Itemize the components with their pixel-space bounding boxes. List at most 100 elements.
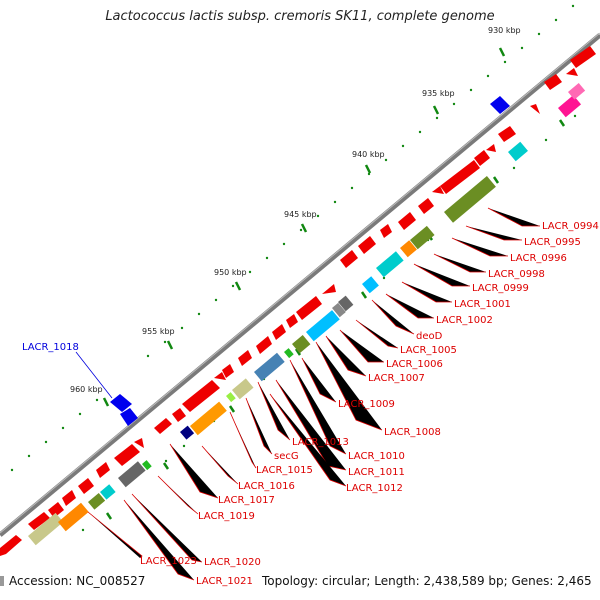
gene-block[interactable]	[57, 502, 89, 532]
gene-block[interactable]	[558, 95, 582, 118]
gene-reverse-blue[interactable]	[490, 96, 510, 114]
gene-label[interactable]: LACR_1006	[386, 359, 443, 370]
gene-label[interactable]: LACR_1009	[338, 399, 395, 410]
gene-label[interactable]: LACR_1002	[436, 315, 493, 326]
gene-forward[interactable]	[28, 512, 50, 530]
gene-label[interactable]: LACR_1017	[218, 495, 275, 506]
gene-block[interactable]	[226, 392, 236, 403]
gene-forward[interactable]	[570, 46, 596, 68]
gene-block[interactable]	[444, 176, 496, 223]
gene-forward[interactable]	[134, 438, 144, 448]
gene-forward[interactable]	[48, 502, 64, 518]
gene-label[interactable]: LACR_0995	[524, 237, 581, 248]
gene-forward[interactable]	[78, 478, 94, 494]
gene-block[interactable]	[400, 240, 417, 258]
gene-forward[interactable]	[114, 444, 140, 466]
gene-forward[interactable]	[272, 324, 286, 340]
gene-label[interactable]: deoD	[416, 331, 443, 342]
gene-label[interactable]: LACR_0994	[542, 221, 599, 232]
gene-block[interactable]	[291, 335, 311, 354]
gene-forward[interactable]	[222, 364, 234, 378]
gene-label[interactable]: LACR_1021	[196, 576, 253, 587]
gene-forward[interactable]	[154, 418, 172, 434]
gene-label[interactable]: LACR_1018	[22, 342, 79, 353]
accession-text: Accession: NC_008527	[9, 574, 146, 588]
gene-label[interactable]: LACR_1023	[140, 556, 197, 567]
gene-reverse-blue[interactable]	[110, 394, 132, 412]
gene-block[interactable]	[306, 310, 340, 342]
gene-label[interactable]: LACR_0999	[472, 283, 529, 294]
gene-reverse-blue[interactable]	[120, 408, 138, 426]
gene-label[interactable]: LACR_1013	[292, 437, 349, 448]
tick-label: 945 kbp	[284, 210, 317, 219]
gene-forward[interactable]	[498, 126, 516, 142]
gene-block[interactable]	[88, 493, 106, 510]
gene-label[interactable]: LACR_1007	[368, 373, 425, 384]
gene-block[interactable]	[362, 276, 379, 294]
gene-forward[interactable]	[418, 198, 434, 214]
gene-forward[interactable]	[474, 150, 490, 166]
gene-label[interactable]: LACR_1010	[348, 451, 405, 462]
gene-block[interactable]	[568, 83, 586, 100]
gene-forward[interactable]	[0, 535, 22, 556]
gene-forward[interactable]	[530, 104, 540, 114]
gene-block[interactable]	[508, 141, 528, 162]
gene-forward[interactable]	[182, 380, 220, 412]
gene-block[interactable]	[28, 512, 64, 546]
gene-block[interactable]	[253, 352, 285, 382]
topology-text: Topology: circular; Length: 2,438,589 bp…	[262, 574, 592, 588]
gene-forward[interactable]	[214, 372, 226, 380]
gene-block[interactable]	[376, 251, 404, 278]
gene-forward[interactable]	[96, 462, 110, 478]
gene-label[interactable]: LACR_1001	[454, 299, 511, 310]
position-marker-icon	[0, 576, 4, 586]
gene-block[interactable]	[284, 348, 294, 359]
gene-forward[interactable]	[566, 68, 578, 76]
gene-label[interactable]: LACR_1012	[346, 483, 403, 494]
gene-label[interactable]: LACR_1015	[256, 465, 313, 476]
gene-forward[interactable]	[256, 336, 272, 354]
gene-forward[interactable]	[380, 224, 392, 238]
gene-forward[interactable]	[358, 236, 376, 254]
gene-block[interactable]	[190, 401, 227, 436]
gene-label[interactable]: LACR_1011	[348, 467, 405, 478]
gene-block[interactable]	[100, 484, 116, 500]
gene-forward[interactable]	[432, 186, 444, 194]
gene-forward[interactable]	[296, 296, 322, 320]
gene-forward[interactable]	[238, 350, 252, 366]
gene-label[interactable]: LACR_1008	[384, 427, 441, 438]
tick-label: 950 kbp	[214, 268, 247, 277]
gene-label[interactable]: LACR_1019	[198, 511, 255, 522]
map-title: Lactococcus lactis subsp. cremoris SK11,…	[105, 9, 495, 24]
gene-forward[interactable]	[62, 490, 76, 506]
gene-label[interactable]: LACR_1020	[204, 557, 261, 568]
callout-lines	[87, 207, 540, 581]
genome-backbone-highlight	[0, 32, 600, 534]
gene-block[interactable]	[180, 425, 195, 440]
gene-block[interactable]	[331, 302, 346, 318]
gene-label[interactable]: LACR_0998	[488, 269, 545, 280]
gene-label[interactable]: secG	[274, 451, 299, 462]
tick-label: 960 kbp	[70, 385, 103, 394]
gene-block[interactable]	[409, 225, 435, 250]
gene-forward[interactable]	[286, 314, 298, 328]
gene-forward[interactable]	[398, 212, 416, 230]
gene-forward[interactable]	[340, 250, 358, 268]
tick-label: 935 kbp	[422, 89, 455, 98]
gene-block[interactable]	[117, 461, 146, 488]
gene-block[interactable]	[338, 295, 354, 312]
gene-label[interactable]: LACR_1005	[400, 345, 457, 356]
gene-label[interactable]: LACR_0996	[510, 253, 567, 264]
gene-block[interactable]	[142, 460, 152, 471]
tick-label: 955 kbp	[142, 327, 175, 336]
callout-line-blue	[75, 351, 113, 399]
gene-label[interactable]: LACR_1016	[238, 481, 295, 492]
genome-backbone	[0, 33, 600, 537]
gene-forward[interactable]	[486, 144, 496, 152]
gene-forward[interactable]	[440, 160, 480, 194]
gene-forward[interactable]	[322, 284, 336, 294]
gene-forward[interactable]	[544, 74, 562, 90]
gene-block[interactable]	[231, 378, 254, 400]
gene-forward[interactable]	[172, 408, 186, 422]
